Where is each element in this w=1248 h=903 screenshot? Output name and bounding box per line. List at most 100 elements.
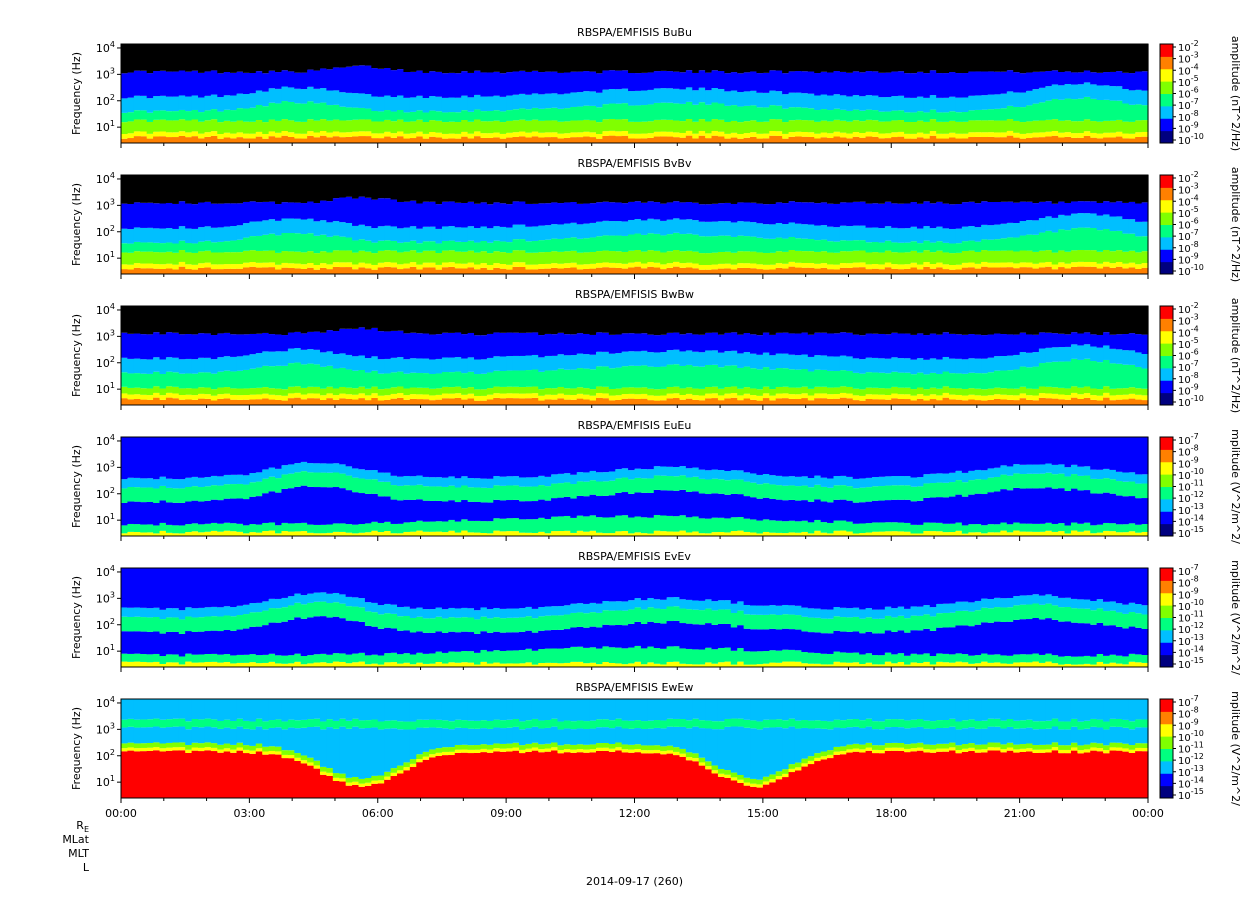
heatmap-cell: [391, 133, 398, 138]
heatmap-cell: [673, 306, 680, 333]
heatmap-cell: [1129, 531, 1136, 536]
heatmap-cell: [301, 388, 308, 395]
heatmap-cell: [358, 662, 365, 667]
heatmap-cell: [1058, 229, 1065, 250]
heatmap-cell: [647, 335, 654, 352]
heatmap-cell: [557, 498, 564, 517]
y-tick-label: 104: [96, 433, 115, 448]
heatmap-cell: [506, 138, 513, 143]
heatmap-cell: [294, 393, 301, 398]
heatmap-cell: [885, 267, 892, 274]
heatmap-cell: [615, 516, 622, 532]
heatmap-cell: [962, 44, 969, 73]
heatmap-cell: [596, 393, 603, 398]
heatmap-cell: [1077, 175, 1084, 201]
heatmap-cell: [1109, 494, 1116, 524]
heatmap-cell: [391, 485, 398, 500]
heatmap-cell: [737, 353, 744, 368]
heatmap-cell: [371, 328, 378, 356]
heatmap-cell: [692, 389, 699, 396]
heatmap-cell: [525, 370, 532, 387]
heatmap-cell: [1077, 306, 1084, 334]
heatmap-cell: [192, 608, 199, 617]
heatmap-cell: [968, 471, 975, 480]
heatmap-cell: [898, 394, 905, 399]
heatmap-cell: [654, 88, 661, 103]
heatmap-cell: [275, 265, 282, 270]
heatmap-cell: [217, 242, 224, 253]
heatmap-cell: [718, 120, 725, 132]
heatmap-cell: [192, 306, 199, 334]
heatmap-cell: [326, 464, 333, 473]
heatmap-cell: [198, 175, 205, 203]
heatmap-cell: [988, 202, 995, 225]
heatmap-cell: [763, 204, 770, 224]
heatmap-cell: [493, 356, 500, 371]
heatmap-cell: [281, 474, 288, 489]
heatmap-cell: [1135, 388, 1142, 395]
heatmap-cell: [628, 333, 635, 351]
heatmap-cell: [358, 568, 365, 598]
heatmap-cell: [346, 107, 353, 120]
heatmap-cell: [256, 268, 263, 274]
heatmap-cell: [635, 478, 642, 493]
heatmap-cell: [423, 113, 430, 123]
heatmap-cell: [172, 306, 179, 333]
heatmap-cell: [737, 437, 744, 470]
heatmap-cell: [1052, 253, 1059, 265]
heatmap-cell: [403, 252, 410, 264]
heatmap-cell: [436, 265, 443, 270]
heatmap-cell: [436, 652, 443, 662]
heatmap-cell: [885, 306, 892, 334]
heatmap-cell: [513, 175, 520, 201]
heatmap-cell: [885, 97, 892, 112]
heatmap-cell: [397, 120, 404, 132]
heatmap-cell: [827, 399, 834, 405]
heatmap-cell: [692, 366, 699, 388]
heatmap-cell: [1116, 524, 1123, 532]
heatmap-cell: [570, 355, 577, 370]
heatmap-cell: [230, 655, 237, 663]
heatmap-cell: [551, 615, 558, 630]
heatmap-cell: [821, 393, 828, 398]
heatmap-cell: [243, 499, 250, 525]
heatmap-cell: [718, 400, 725, 405]
heatmap-cell: [705, 398, 712, 405]
heatmap-cell: [198, 138, 205, 143]
heatmap-cell: [667, 175, 674, 202]
heatmap-cell: [776, 485, 783, 500]
heatmap-cell: [814, 370, 821, 387]
heatmap-cell: [827, 44, 834, 73]
heatmap-cell: [782, 269, 789, 274]
heatmap-cell: [975, 44, 982, 71]
heatmap-cell: [853, 395, 860, 400]
y-tick-label: 103: [96, 197, 115, 212]
heatmap-cell: [686, 131, 693, 136]
heatmap-cell: [185, 359, 192, 374]
heatmap-cell: [1109, 86, 1116, 101]
heatmap-cell: [224, 662, 231, 667]
heatmap-cell: [461, 252, 468, 264]
heatmap-cell: [866, 533, 873, 536]
heatmap-cell: [500, 633, 507, 651]
heatmap-cell: [705, 494, 712, 519]
heatmap-cell: [339, 44, 346, 68]
heatmap-cell: [673, 467, 680, 476]
heatmap-cell: [769, 355, 776, 370]
heatmap-cell: [474, 253, 481, 265]
heatmap-cell: [776, 91, 783, 106]
heatmap-cell: [198, 134, 205, 139]
heatmap-cell: [371, 470, 378, 479]
heatmap-cell: [769, 253, 776, 265]
heatmap-cell: [468, 44, 475, 73]
heatmap-cell: [448, 632, 455, 652]
heatmap-cell: [692, 468, 699, 477]
heatmap-cell: [269, 44, 276, 71]
heatmap-cell: [256, 655, 263, 663]
heatmap-cell: [1007, 251, 1014, 263]
heatmap-cell: [551, 437, 558, 474]
heatmap-cell: [1097, 73, 1104, 86]
heatmap-cell: [294, 134, 301, 139]
heatmap-cell: [147, 487, 154, 502]
heatmap-cell: [1026, 73, 1033, 91]
